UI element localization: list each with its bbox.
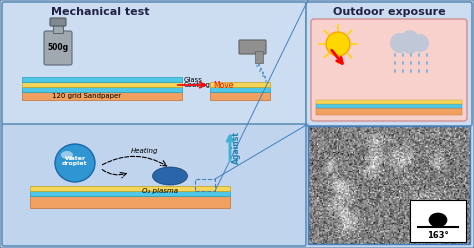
Ellipse shape <box>264 75 266 79</box>
Ellipse shape <box>426 69 428 73</box>
Ellipse shape <box>262 75 264 77</box>
Bar <box>210 87 270 92</box>
Text: 500g: 500g <box>47 43 69 53</box>
Circle shape <box>411 34 429 52</box>
Bar <box>210 82 270 87</box>
Bar <box>22 82 182 87</box>
Ellipse shape <box>410 69 412 73</box>
Text: 120 grid Sandpaper: 120 grid Sandpaper <box>52 93 121 99</box>
FancyBboxPatch shape <box>306 2 472 126</box>
Ellipse shape <box>402 61 404 65</box>
Text: O₂ plasma: O₂ plasma <box>142 188 178 194</box>
FancyBboxPatch shape <box>239 40 266 54</box>
Ellipse shape <box>418 53 420 57</box>
FancyBboxPatch shape <box>2 2 306 126</box>
Ellipse shape <box>429 213 447 227</box>
Bar <box>30 191 230 196</box>
Text: Water
droplet: Water droplet <box>62 155 88 166</box>
Ellipse shape <box>402 69 404 73</box>
Bar <box>410 200 466 242</box>
Ellipse shape <box>265 80 267 82</box>
Ellipse shape <box>256 65 258 67</box>
FancyBboxPatch shape <box>2 124 306 246</box>
Ellipse shape <box>55 144 95 182</box>
Circle shape <box>326 32 350 56</box>
Bar <box>316 104 462 108</box>
Ellipse shape <box>259 70 261 72</box>
Bar <box>316 108 462 115</box>
FancyBboxPatch shape <box>50 18 66 26</box>
Ellipse shape <box>394 69 396 73</box>
Ellipse shape <box>262 71 264 74</box>
Bar <box>22 92 182 100</box>
Text: Against: Against <box>232 131 241 164</box>
Text: Heating: Heating <box>131 148 159 154</box>
Text: Glass: Glass <box>184 77 203 83</box>
Bar <box>195 179 215 191</box>
Ellipse shape <box>61 151 73 159</box>
Bar <box>30 196 230 208</box>
Bar <box>255 51 263 63</box>
Bar <box>316 100 462 104</box>
Ellipse shape <box>410 53 412 57</box>
Circle shape <box>402 30 418 46</box>
Text: 163°: 163° <box>427 231 449 241</box>
Ellipse shape <box>394 53 396 57</box>
Ellipse shape <box>426 61 428 65</box>
Ellipse shape <box>260 67 262 70</box>
Bar <box>22 77 182 82</box>
Text: Coating: Coating <box>184 82 211 88</box>
Bar <box>53 25 63 33</box>
FancyBboxPatch shape <box>311 19 467 121</box>
Text: Move: Move <box>213 81 233 90</box>
Ellipse shape <box>418 61 420 65</box>
Bar <box>308 126 470 244</box>
Ellipse shape <box>394 61 396 65</box>
Ellipse shape <box>410 61 412 65</box>
Text: Outdoor exposure: Outdoor exposure <box>333 7 445 17</box>
Ellipse shape <box>402 53 404 57</box>
Circle shape <box>402 38 418 54</box>
Text: Mechanical test: Mechanical test <box>51 7 149 17</box>
Bar <box>210 92 270 100</box>
Bar <box>22 87 182 92</box>
Bar <box>30 186 230 191</box>
Ellipse shape <box>418 69 420 73</box>
Ellipse shape <box>426 53 428 57</box>
Ellipse shape <box>258 63 260 66</box>
Circle shape <box>390 33 410 53</box>
FancyBboxPatch shape <box>44 31 72 65</box>
Ellipse shape <box>153 167 188 185</box>
